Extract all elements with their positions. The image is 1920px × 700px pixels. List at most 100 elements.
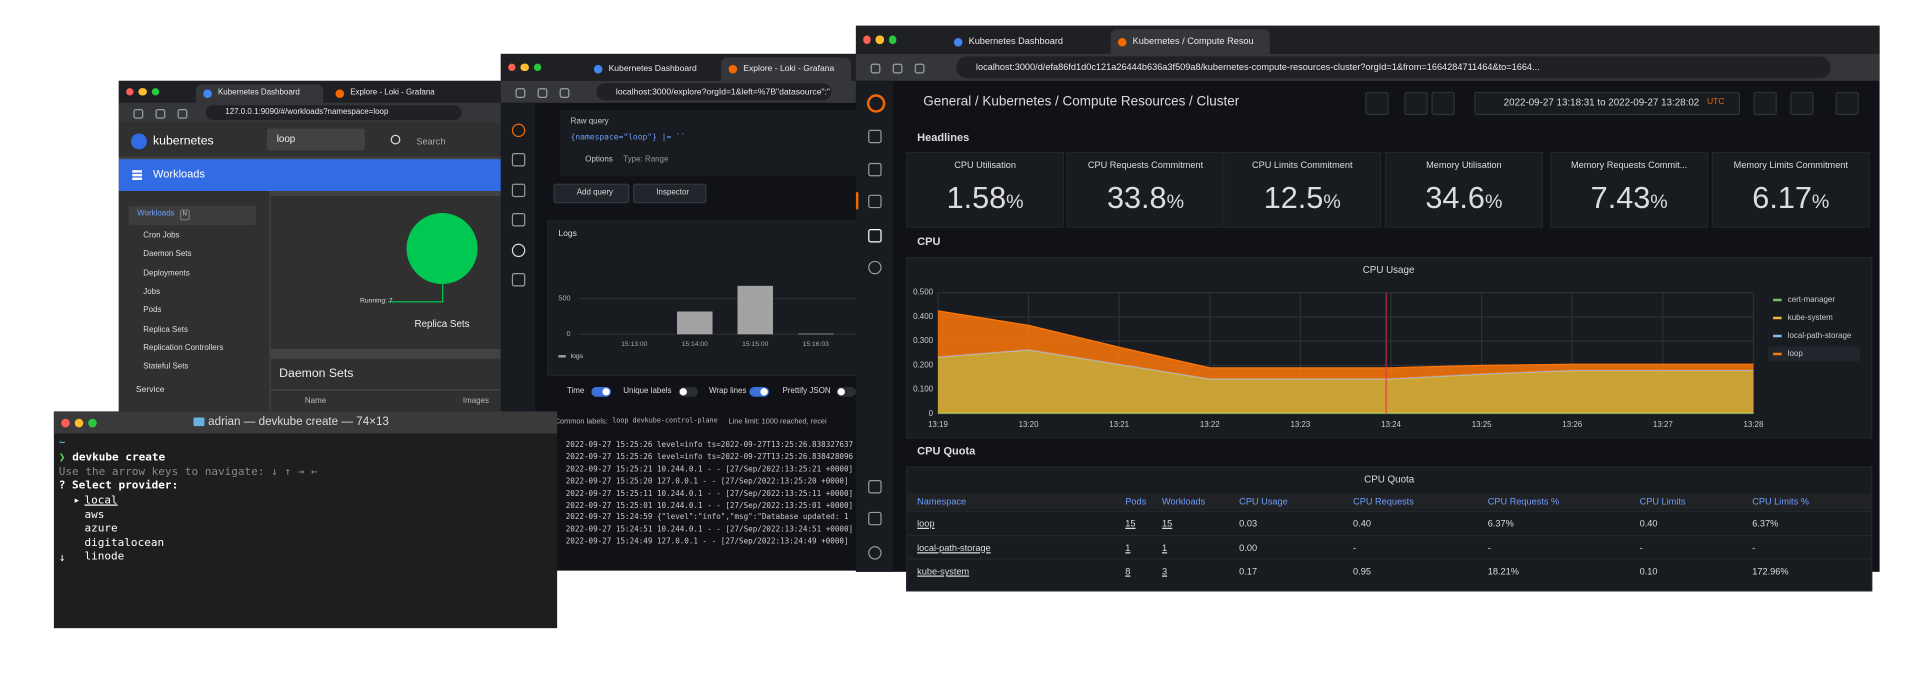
k8s-logo (131, 133, 147, 150)
table-cell[interactable]: 3 (1162, 565, 1168, 577)
x-tick-label: 15:13:00 (621, 341, 647, 348)
table-cell: 0.10 (1639, 565, 1658, 577)
tab-icon (728, 64, 738, 74)
window-control[interactable] (138, 87, 147, 96)
toolbar-button[interactable] (1404, 91, 1428, 116)
column-header: CPU Limits (1639, 495, 1686, 507)
table-cell: - (1353, 541, 1357, 553)
namespace-select[interactable]: loop (266, 128, 365, 151)
nav-button (559, 88, 570, 98)
tab[interactable]: Kubernetes Dashboard (587, 58, 717, 81)
namespace: loop (276, 133, 296, 145)
x-tick-label: 15:14:00 (682, 341, 708, 348)
stat-title: CPU Utilisation (954, 159, 1016, 171)
table-cell[interactable]: local-path-storage (917, 541, 991, 553)
log-line: 2022-09-27 15:25:26 level=info ts=2022-0… (565, 440, 854, 450)
table-cell[interactable]: 1 (1162, 541, 1168, 553)
stat-unit: % (1006, 192, 1024, 214)
table-cell[interactable]: 8 (1125, 565, 1131, 577)
column-header: CPU Usage (1239, 495, 1288, 507)
breadcrumb: General / Kubernetes / Compute Resources… (923, 94, 1240, 109)
time-range: 2022-09-27 13:18:31 to 2022-09-27 13:28:… (1503, 96, 1700, 108)
x-tick-label: 13:23 (1290, 420, 1310, 429)
query: {namespace="loop"} |= `` (570, 132, 686, 143)
window-control[interactable] (863, 35, 872, 44)
nav-button (515, 88, 526, 98)
tab[interactable]: Explore - Loki - Grafana (721, 57, 852, 81)
window-control[interactable] (520, 63, 529, 72)
button[interactable]: Add query (553, 183, 630, 204)
table-cell[interactable]: 1 (1125, 541, 1131, 553)
toolbar-button[interactable] (1365, 91, 1389, 116)
tab[interactable]: Kubernetes Dashboard (947, 29, 1106, 53)
nav-item[interactable]: Pods (143, 306, 162, 315)
sidebar-icon (511, 213, 526, 227)
x-tick-label: 13:24 (1381, 420, 1401, 429)
sidebar (855, 80, 893, 572)
toolbar-button[interactable] (1835, 91, 1859, 116)
toolbar-button[interactable] (1790, 91, 1814, 116)
table-cell[interactable]: kube-system (917, 565, 970, 577)
line-limit: Line limit: 1000 reached, recei (728, 418, 827, 427)
column-header: Images (462, 396, 489, 406)
bar (798, 333, 834, 335)
options-type: Type: Range (623, 155, 669, 165)
tab[interactable]: Kubernetes Dashboard (195, 84, 324, 103)
sidebar-icon (868, 129, 882, 144)
x-tick-label: 15:16:03 (803, 341, 829, 348)
nav-item[interactable]: Stateful Sets (143, 362, 189, 372)
toggle[interactable] (836, 386, 856, 397)
button[interactable]: Inspector (633, 183, 707, 204)
table-cell: - (1639, 541, 1643, 553)
row-title: CPU (917, 235, 941, 248)
table-cell[interactable]: 15 (1162, 517, 1173, 529)
window-control[interactable] (74, 418, 84, 427)
toggle[interactable] (749, 386, 769, 397)
y-tick-label: 0.200 (913, 360, 933, 369)
divider (270, 389, 516, 391)
window-control[interactable] (151, 87, 160, 96)
tab[interactable]: Kubernetes / Compute Resou (1110, 29, 1270, 54)
terminal-text: ▸ (73, 494, 81, 507)
toolbar-button[interactable] (1431, 91, 1455, 116)
nav-button (914, 63, 925, 74)
menu-icon (132, 173, 143, 176)
tab[interactable]: Explore - Loki - Grafana (328, 84, 455, 102)
nav-item[interactable]: Deployments (143, 268, 190, 278)
common-values: loop devkube-control-plane (612, 417, 718, 425)
window-control[interactable] (508, 63, 516, 72)
tab-title: Kubernetes Dashboard (608, 64, 697, 74)
window-control[interactable] (875, 35, 884, 44)
table-cell: 6.37% (1752, 517, 1779, 529)
window-control[interactable] (888, 35, 897, 44)
toolbar-button[interactable] (1753, 91, 1777, 116)
title-bar (53, 411, 558, 434)
terminal-text: aws (84, 508, 105, 522)
window-control[interactable] (88, 418, 97, 427)
window-control[interactable] (533, 63, 542, 72)
chart-title: CPU Usage (1363, 265, 1415, 276)
toggle[interactable] (591, 386, 612, 397)
nav-item[interactable]: Daemon Sets (143, 250, 192, 259)
stat-number: 1.58 (946, 181, 1007, 216)
stat-value: 34.6% (1386, 183, 1542, 215)
x-tick-label: 13:28 (1744, 420, 1764, 429)
y-tick-label: 0 (567, 329, 571, 338)
table-cell[interactable]: 15 (1125, 517, 1136, 529)
url-field (596, 83, 832, 101)
window-control[interactable] (126, 87, 134, 96)
search-icon (390, 134, 401, 145)
terminal-text: linode (84, 551, 125, 564)
toggle-knob (837, 388, 845, 396)
window-control[interactable] (61, 418, 70, 427)
x-tick-label: 13:22 (1200, 420, 1220, 429)
nav-item[interactable]: Replication Controllers (143, 343, 224, 353)
query-label: Raw query (570, 117, 609, 127)
brand: kubernetes (153, 134, 214, 149)
table-cell[interactable]: loop (917, 517, 935, 529)
nav-item[interactable]: Cron Jobs (143, 231, 180, 241)
nav-item[interactable]: Jobs (143, 287, 161, 297)
sidebar-icon (868, 546, 882, 560)
toggle[interactable] (678, 386, 698, 397)
nav-item[interactable]: Replica Sets (143, 325, 188, 334)
